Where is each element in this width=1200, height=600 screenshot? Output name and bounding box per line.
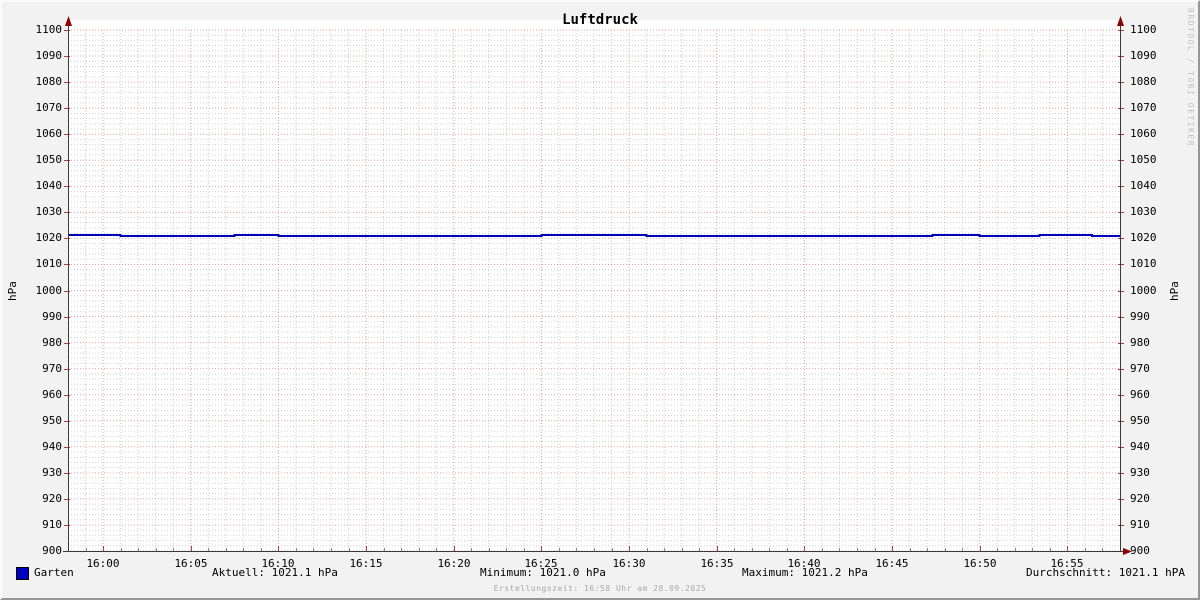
- creation-timestamp: Erstellungszeit: 16:58 Uhr am 28.09.2025: [493, 584, 707, 593]
- x-axis-tick-label: 16:35: [700, 557, 734, 570]
- y-axis-tick-label-left: 920: [42, 492, 62, 505]
- x-axis-arrow: [1123, 548, 1132, 555]
- y-axis-tick-label-right: 1080: [1130, 75, 1157, 88]
- x-axis-tick-label: 16:05: [174, 557, 208, 570]
- y-axis-tick-label-right: 1040: [1130, 179, 1157, 192]
- x-axis-tick-label: 16:55: [1050, 557, 1084, 570]
- y-axis-tick-label-left: 990: [42, 310, 62, 323]
- y-axis-tick-label-right: 1030: [1130, 205, 1157, 218]
- y-axis-tick-label-left: 1070: [35, 101, 63, 114]
- y-axis-tick-label-left: 1090: [35, 49, 63, 62]
- y-axis-tick-label-right: 1000: [1130, 284, 1157, 297]
- y-axis-tick-label-left: 1010: [35, 257, 63, 270]
- legend-series-label: Garten: [34, 566, 74, 579]
- stat-current: Aktuell: 1021.1 hPa: [212, 566, 338, 579]
- y-axis-arrow-right: [1117, 16, 1124, 26]
- y-axis-tick-label-right: 930: [1130, 466, 1150, 479]
- x-axis-tick-label: 16:25: [524, 557, 558, 570]
- y-axis-tick-label-left: 970: [42, 362, 62, 375]
- stat-minimum: Minimum: 1021.0 hPa: [480, 566, 606, 579]
- y-axis-tick-label-right: 960: [1130, 388, 1150, 401]
- x-axis-tick-label: 16:50: [963, 557, 997, 570]
- series-color-swatch: [16, 567, 29, 580]
- y-axis-tick-label-right: 910: [1130, 518, 1150, 531]
- stat-average: Durchschnitt: 1021.1 hPA: [1026, 566, 1185, 579]
- y-axis-unit-left: hPa: [6, 281, 19, 301]
- y-axis-tick-label-right: 1090: [1130, 49, 1157, 62]
- y-axis-tick-label-left: 910: [42, 518, 62, 531]
- x-axis-tick-label: 16:20: [437, 557, 471, 570]
- x-axis-tick-label: 16:15: [349, 557, 383, 570]
- y-axis-tick-label-right: 1010: [1130, 257, 1157, 270]
- y-axis-tick-label-left: 1000: [35, 284, 63, 297]
- y-axis-tick-label-left: 1060: [35, 127, 63, 140]
- x-axis-tick-label: 16:00: [86, 557, 120, 570]
- series-line-garten: [68, 234, 1120, 237]
- y-axis-tick-label-right: 900: [1130, 544, 1150, 557]
- x-axis-tick-label: 16:40: [787, 557, 821, 570]
- y-axis-tick-label-right: 950: [1130, 414, 1150, 427]
- chart-title: Luftdruck: [562, 12, 638, 28]
- y-axis-tick-label-left: 960: [42, 388, 62, 401]
- y-axis-tick-label-left: 980: [42, 336, 62, 349]
- y-axis-tick-label-right: 1070: [1130, 101, 1157, 114]
- y-axis-tick-label-right: 920: [1130, 492, 1150, 505]
- y-axis-tick-label-left: 930: [42, 466, 62, 479]
- y-axis-tick-label-right: 1100: [1130, 23, 1157, 36]
- y-axis-tick-label-right: 940: [1130, 440, 1150, 453]
- rrdtool-watermark: RRDTOOL / TOBI OETIKER: [1186, 8, 1195, 147]
- y-axis-tick-label-left: 1020: [35, 231, 63, 244]
- x-axis-tick-label: 16:30: [612, 557, 646, 570]
- stat-maximum: Maximum: 1021.2 hPa: [742, 566, 868, 579]
- y-axis-arrow-left: [65, 16, 72, 26]
- x-axis-tick-label: 16:10: [261, 557, 295, 570]
- y-axis-tick-label-right: 980: [1130, 336, 1150, 349]
- y-axis-tick-label-left: 1100: [35, 23, 63, 36]
- y-axis-tick-label-right: 970: [1130, 362, 1150, 375]
- y-axis-tick-label-right: 1020: [1130, 231, 1157, 244]
- y-axis-tick-label-left: 950: [42, 414, 62, 427]
- y-axis-tick-label-right: 1050: [1130, 153, 1157, 166]
- y-axis-tick-label-right: 1060: [1130, 127, 1157, 140]
- y-axis-tick-label-left: 1030: [35, 205, 63, 218]
- y-axis-tick-label-left: 940: [42, 440, 62, 453]
- x-axis-tick-label: 16:45: [875, 557, 909, 570]
- y-axis-tick-label-left: 1050: [35, 153, 63, 166]
- y-axis-tick-label-left: 1080: [35, 75, 63, 88]
- y-axis-tick-label-left: 1040: [35, 179, 63, 192]
- y-axis-tick-label-right: 990: [1130, 310, 1150, 323]
- y-axis-tick-label-left: 900: [42, 544, 62, 557]
